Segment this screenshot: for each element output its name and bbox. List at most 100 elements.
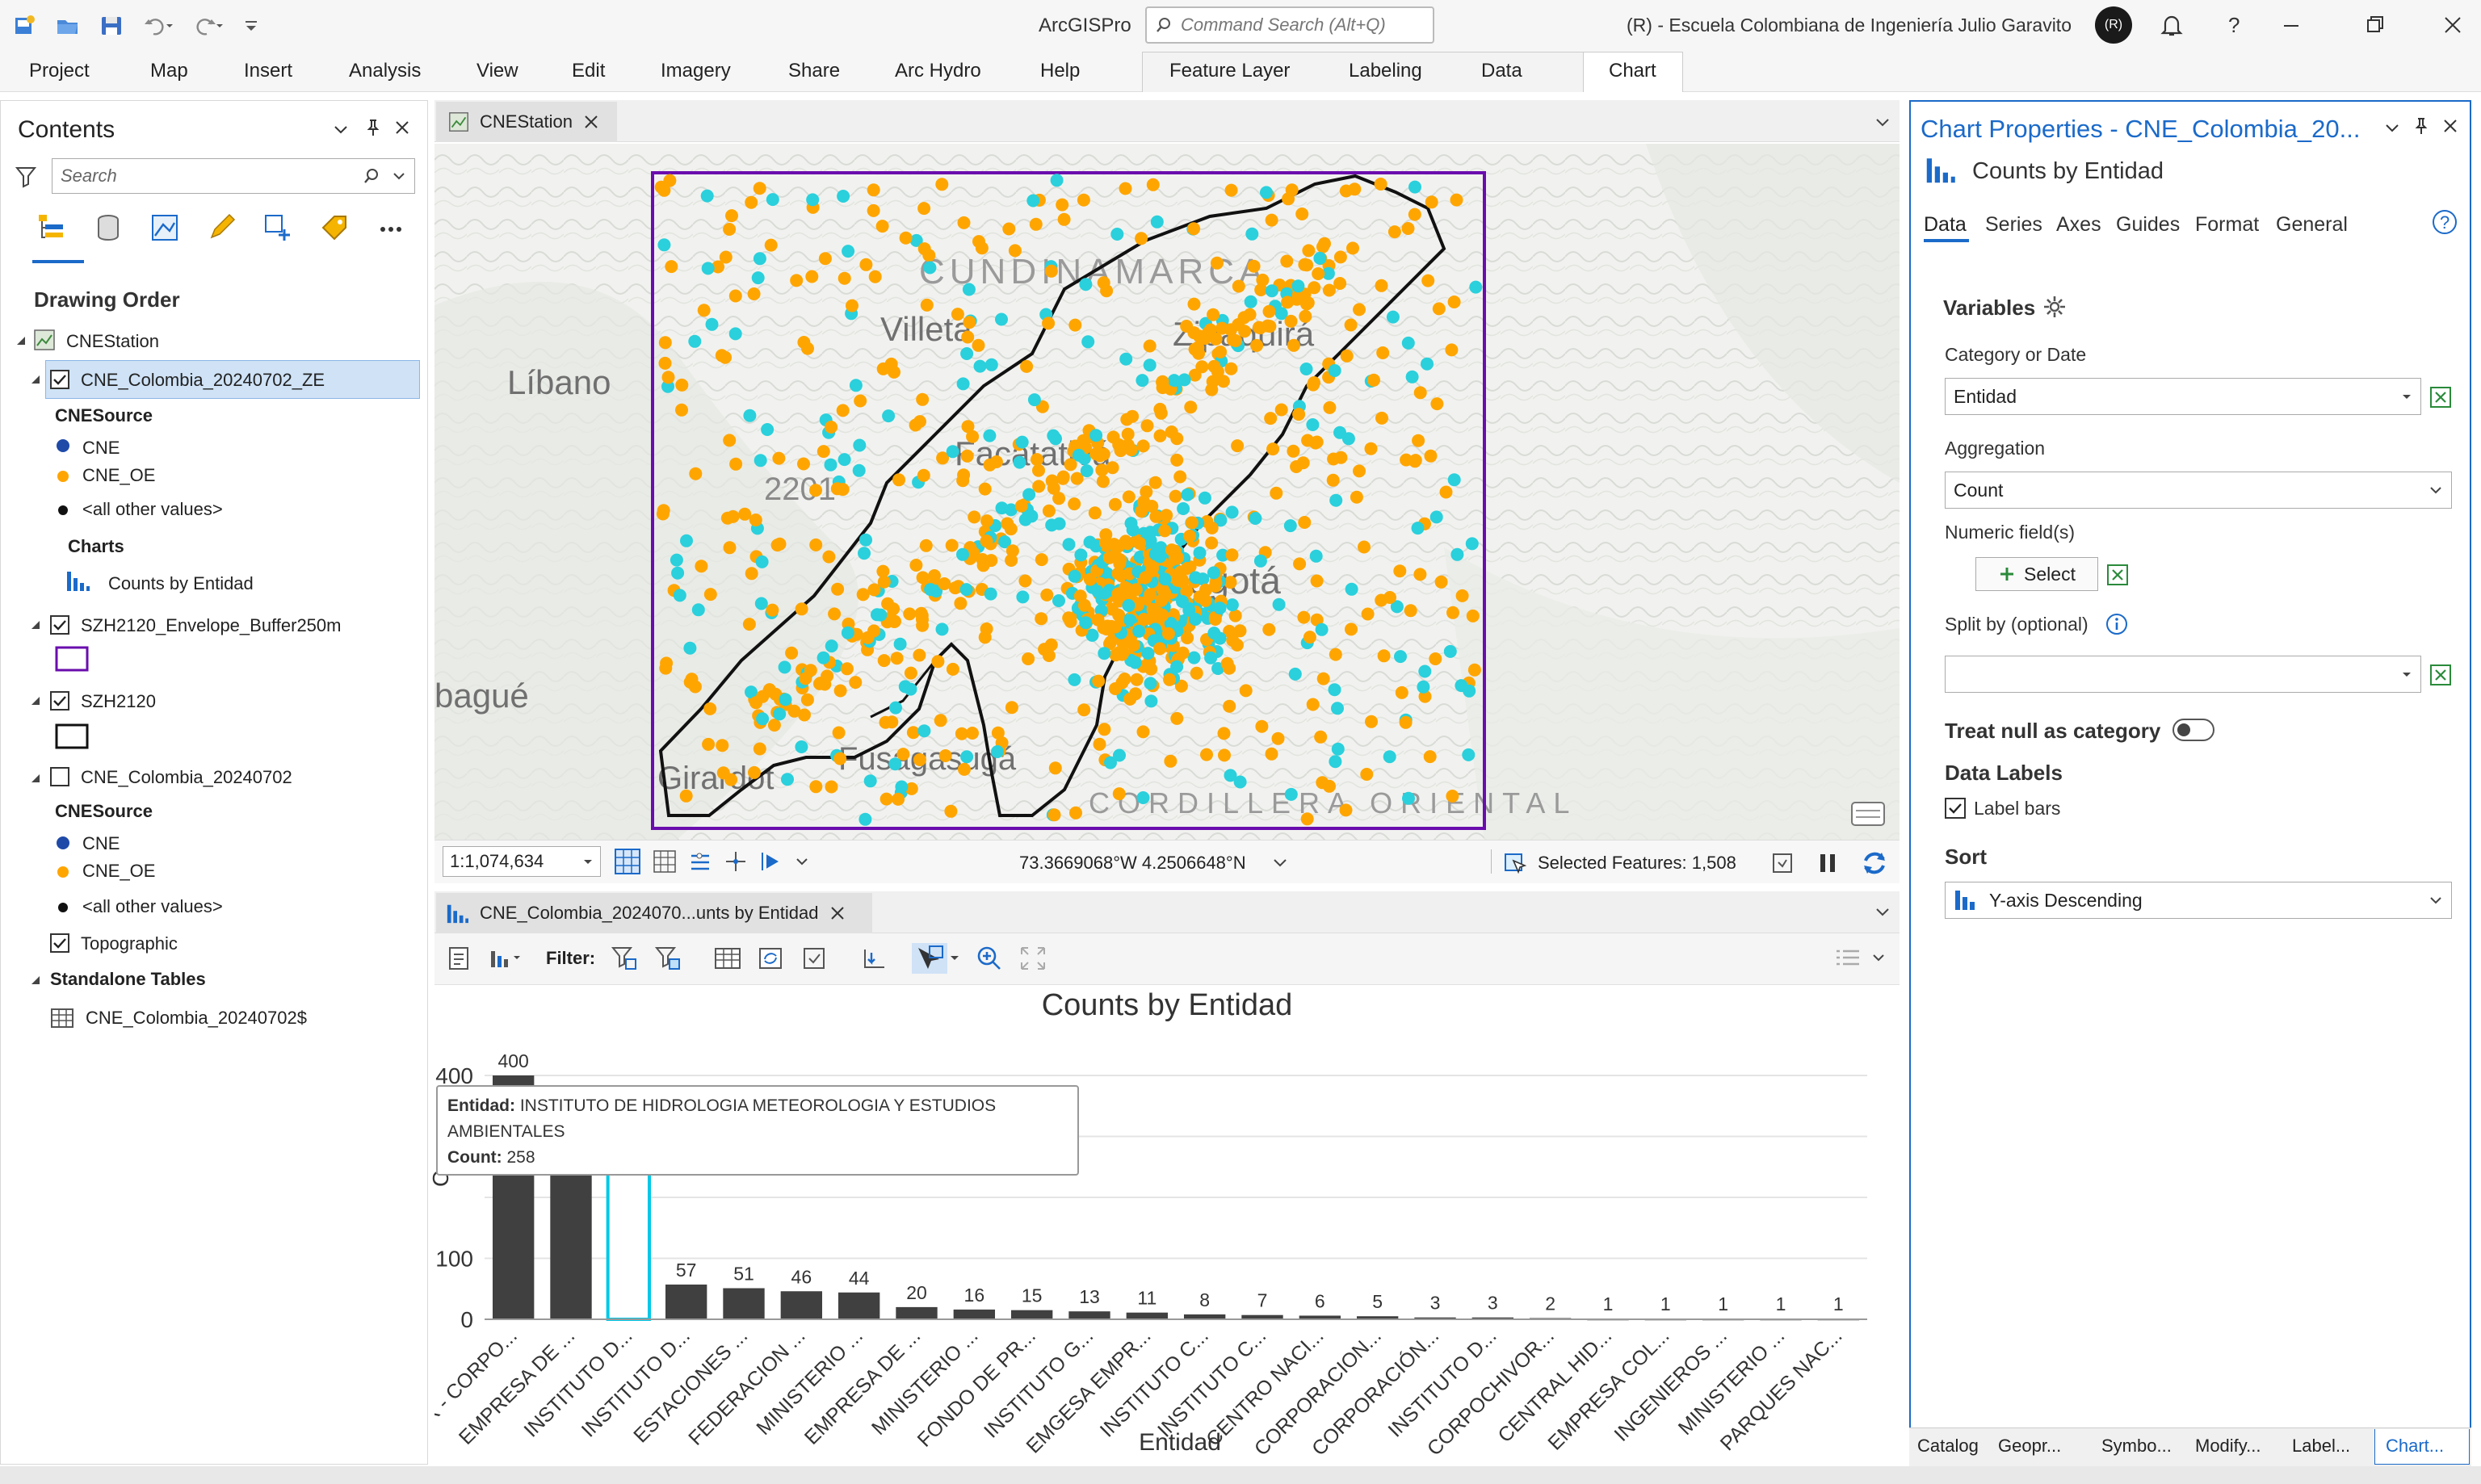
filter-by-selection-icon[interactable] [653, 945, 682, 972]
pane-tab-labeling[interactable]: Label... [2292, 1436, 2351, 1456]
switch-selection-icon[interactable] [757, 945, 786, 972]
ribbon-tab-analysis[interactable]: Analysis [349, 60, 422, 82]
layer-visibility-checkbox[interactable] [50, 370, 69, 389]
pin-icon[interactable] [363, 118, 383, 137]
close-tab-icon[interactable] [582, 113, 600, 131]
layer-visibility-checkbox[interactable] [50, 767, 69, 786]
props-tab-data[interactable]: Data [1924, 213, 1967, 236]
more-options-icon[interactable] [375, 212, 407, 244]
context-tab-data[interactable]: Data [1481, 60, 1522, 82]
save-project-icon[interactable] [99, 13, 124, 39]
export-icon[interactable] [860, 945, 889, 972]
context-tab-feature-layer[interactable]: Feature Layer [1169, 60, 1291, 82]
ribbon-tab-help[interactable]: Help [1040, 60, 1081, 82]
pane-options-icon[interactable] [331, 119, 351, 139]
ribbon-tab-imagery[interactable]: Imagery [661, 60, 731, 82]
full-extent-icon[interactable] [1018, 945, 1047, 972]
pin-icon[interactable] [2412, 116, 2431, 136]
pane-options-icon[interactable] [2382, 118, 2402, 137]
pane-tab-chart[interactable]: Chart... [2386, 1436, 2445, 1456]
context-tab-labeling[interactable]: Labeling [1349, 60, 1422, 82]
select-tool-icon[interactable] [912, 943, 960, 974]
label-bars-checkbox[interactable] [1945, 798, 1966, 819]
map-tab[interactable]: CNEStation [436, 102, 617, 142]
layer-name[interactable]: SZH2120_Envelope_Buffer250m [81, 615, 342, 635]
collapse-arrow-icon[interactable] [29, 974, 42, 987]
props-tab-axes[interactable]: Axes [2056, 213, 2101, 236]
ribbon-tab-map[interactable]: Map [150, 60, 188, 82]
ribbon-tab-view[interactable]: View [476, 60, 518, 82]
minimize-icon[interactable] [2277, 11, 2305, 39]
collapse-arrow-icon[interactable] [29, 618, 42, 631]
chevron-down-icon[interactable] [1870, 950, 1887, 966]
layer-visibility-checkbox[interactable] [50, 615, 69, 635]
context-tab-chart[interactable]: Chart [1609, 60, 1656, 82]
open-project-icon[interactable] [55, 13, 81, 39]
map-name[interactable]: CNEStation [66, 331, 159, 351]
props-tab-general[interactable]: General [2276, 213, 2348, 236]
help-icon[interactable]: ? [2219, 11, 2247, 39]
refresh-icon[interactable] [1859, 848, 1890, 878]
snapping-icon[interactable] [688, 849, 712, 874]
pane-tab-symbology[interactable]: Symbo... [2101, 1436, 2172, 1456]
clear-field-icon[interactable] [2429, 386, 2452, 409]
pane-tab-modify[interactable]: Modify... [2195, 1436, 2261, 1456]
map-canvas[interactable]: CUNDINAMARCA Villeta Zipaquirá Líbano Fa… [434, 144, 1900, 840]
clear-field-icon[interactable] [2429, 664, 2452, 686]
props-tab-format[interactable]: Format [2195, 213, 2260, 236]
gear-icon[interactable] [2042, 294, 2068, 320]
new-project-icon[interactable] [11, 13, 37, 39]
undo-icon[interactable] [142, 13, 174, 39]
pause-drawing-icon[interactable] [1816, 851, 1840, 875]
chart-properties-icon[interactable] [446, 945, 473, 972]
close-tab-icon[interactable] [829, 904, 846, 922]
grid-icon[interactable] [614, 848, 641, 875]
command-search[interactable]: Command Search (Alt+Q) [1145, 6, 1434, 44]
add-chart-icon[interactable] [488, 945, 523, 972]
clear-selection-icon[interactable] [800, 945, 829, 972]
layer-name[interactable]: SZH2120 [81, 691, 156, 711]
ribbon-tab-edit[interactable]: Edit [572, 60, 606, 82]
list-by-editing-icon[interactable] [205, 212, 237, 244]
aggregation-dropdown[interactable]: Count [1945, 472, 2452, 509]
split-by-dropdown[interactable] [1945, 656, 2421, 693]
table-grid-icon[interactable] [653, 849, 677, 874]
refresh-extent-icon[interactable] [1770, 851, 1795, 875]
coordinate-format-chevron-icon[interactable] [1271, 854, 1289, 872]
collapse-arrow-icon[interactable] [29, 694, 42, 707]
layer-name[interactable]: CNE_Colombia_20240702_ZE [81, 370, 325, 390]
pane-tab-geoprocessing[interactable]: Geopr... [1998, 1436, 2062, 1456]
list-by-labeling-icon[interactable] [318, 212, 351, 244]
collapse-arrow-icon[interactable] [29, 772, 42, 785]
chart-tab[interactable]: CNE_Colombia_2024070...unts by Entidad [436, 893, 872, 933]
collapse-arrow-icon[interactable] [29, 373, 42, 386]
scale-dropdown[interactable]: 1:1,074,634 [443, 846, 601, 877]
pane-tab-catalog[interactable]: Catalog [1917, 1436, 1979, 1456]
close-pane-icon[interactable] [2441, 116, 2460, 136]
ribbon-tab-insert[interactable]: Insert [244, 60, 293, 82]
customize-toolbar-icon[interactable] [242, 13, 262, 39]
select-fields-button[interactable]: Select [1975, 557, 2098, 591]
layer-visibility-checkbox[interactable] [50, 933, 69, 953]
clear-field-icon[interactable] [2106, 564, 2129, 586]
list-by-drawing-order-icon[interactable] [36, 212, 68, 244]
category-dropdown[interactable]: Entidad [1945, 378, 2421, 415]
view-options-chevron-icon[interactable] [1874, 113, 1891, 131]
close-pane-icon[interactable] [393, 118, 412, 137]
table-name[interactable]: CNE_Colombia_20240702$ [86, 1008, 307, 1028]
list-by-selection-icon[interactable] [149, 212, 181, 244]
chevron-down-icon[interactable] [795, 849, 809, 874]
close-window-icon[interactable] [2439, 11, 2466, 39]
layer-name[interactable]: Topographic [81, 933, 178, 954]
layer-row-selected[interactable] [45, 360, 420, 399]
show-table-icon[interactable] [713, 945, 742, 972]
view-options-chevron-icon[interactable] [1874, 903, 1891, 920]
filter-by-extent-icon[interactable] [610, 945, 639, 972]
chevron-down-icon[interactable] [392, 169, 406, 183]
selected-features-icon[interactable] [1501, 849, 1530, 875]
treat-null-toggle[interactable] [2172, 719, 2214, 741]
restore-icon[interactable] [2361, 11, 2389, 39]
chart-item[interactable]: Counts by Entidad [108, 573, 254, 593]
props-tab-series[interactable]: Series [1985, 213, 2042, 236]
